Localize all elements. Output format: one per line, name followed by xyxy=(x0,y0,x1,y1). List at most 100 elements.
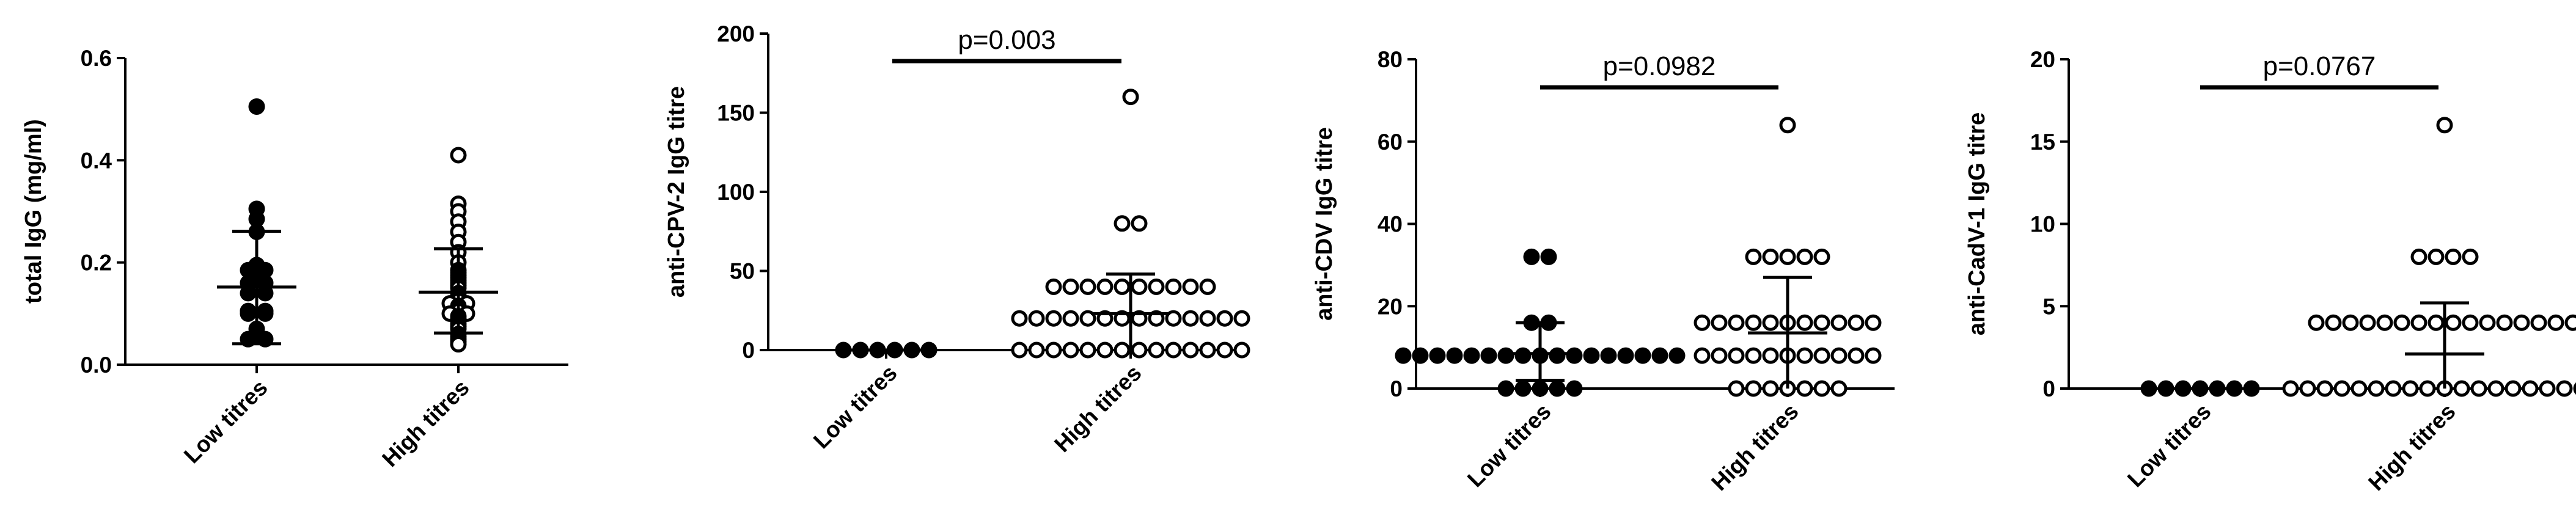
data-point xyxy=(1549,380,1566,397)
data-point xyxy=(1848,347,1865,364)
data-point xyxy=(1079,342,1096,359)
y-tick-label: 150 xyxy=(717,101,755,126)
data-point xyxy=(1233,310,1250,327)
x-tick-label: High titres xyxy=(1706,399,1803,495)
y-tick-label: 200 xyxy=(717,21,755,46)
data-point xyxy=(1165,278,1182,295)
data-point xyxy=(1096,342,1114,359)
data-point xyxy=(1096,278,1114,295)
data-point xyxy=(1813,314,1830,331)
x-tick-label: High titres xyxy=(1049,360,1146,457)
data-point xyxy=(1514,380,1532,397)
data-point xyxy=(2427,248,2445,265)
chart-panel-3: 0 20 40 60 80 anti-CDV IgG titre Low titres Hig… xyxy=(1312,47,1895,495)
x-tick-label: Low titres xyxy=(179,375,273,469)
data-point xyxy=(450,336,467,353)
data-point xyxy=(1728,314,1745,331)
data-point xyxy=(1412,347,1429,364)
data-point xyxy=(1651,347,1668,364)
data-point xyxy=(2427,314,2445,331)
y-tick-label: 0.6 xyxy=(81,46,112,71)
data-point xyxy=(1199,342,1216,359)
data-point xyxy=(248,98,265,115)
data-point xyxy=(2333,380,2350,397)
data-point xyxy=(1830,380,1848,397)
y-tick-label: 60 xyxy=(1378,130,1403,155)
data-point xyxy=(1463,347,1480,364)
data-point xyxy=(2487,380,2504,397)
data-point xyxy=(240,305,257,322)
data-point xyxy=(1182,278,1199,295)
y-tick-label: 50 xyxy=(730,259,755,284)
data-point xyxy=(1830,314,1848,331)
p-value-label: p=0.0982 xyxy=(1603,51,1716,81)
x-tick-label: High titres xyxy=(2363,399,2460,495)
x-tick-label: High titres xyxy=(377,375,474,472)
data-point xyxy=(1848,314,1865,331)
data-point xyxy=(2325,314,2342,331)
data-point xyxy=(1028,310,1045,327)
y-tick-label: 5 xyxy=(2042,294,2055,319)
data-point xyxy=(1762,248,1779,265)
data-point xyxy=(2140,380,2157,397)
y-axis-label: anti-CadV-1 IgG titre xyxy=(1964,112,1990,335)
data-point xyxy=(2436,117,2453,134)
data-point xyxy=(2342,314,2359,331)
data-point xyxy=(1062,310,1079,327)
data-point xyxy=(1745,347,1762,364)
data-point xyxy=(2522,380,2539,397)
data-point xyxy=(2385,380,2402,397)
p-value-label: p=0.003 xyxy=(958,25,1055,55)
y-axis-label: total IgG (mg/ml) xyxy=(21,119,46,304)
data-point xyxy=(1514,347,1532,364)
data-point xyxy=(2470,380,2487,397)
data-point xyxy=(2513,314,2530,331)
data-point xyxy=(2316,380,2333,397)
data-point xyxy=(1114,342,1131,359)
data-point xyxy=(1566,347,1583,364)
data-point xyxy=(1779,117,1796,134)
data-point xyxy=(1830,347,1848,364)
y-tick-label: 80 xyxy=(1378,47,1403,72)
data-point xyxy=(1796,380,1813,397)
data-point xyxy=(2556,380,2573,397)
data-point xyxy=(2564,314,2576,331)
data-point xyxy=(1693,347,1711,364)
p-value-label: p=0.0767 xyxy=(2263,51,2376,81)
data-point xyxy=(2496,314,2513,331)
data-point xyxy=(1549,347,1566,364)
data-point xyxy=(1045,310,1062,327)
data-point xyxy=(1011,310,1028,327)
y-tick-label: 20 xyxy=(2030,47,2055,72)
y-axis-label: anti-CPV-2 IgG titre xyxy=(664,86,689,298)
y-axis-label: anti-CDV IgG titre xyxy=(1312,127,1337,321)
data-point xyxy=(1480,347,1497,364)
data-point xyxy=(2462,314,2479,331)
data-point xyxy=(1796,248,1813,265)
data-point xyxy=(1011,342,1028,359)
x-tick-label: Low titres xyxy=(2123,399,2216,492)
data-point xyxy=(1079,278,1096,295)
data-point xyxy=(1062,278,1079,295)
y-tick-label: 0.4 xyxy=(81,148,112,173)
data-point xyxy=(1131,342,1148,359)
data-point xyxy=(1114,215,1131,232)
data-point xyxy=(2453,380,2470,397)
data-point xyxy=(450,147,467,164)
data-point xyxy=(1028,342,1045,359)
data-point xyxy=(2282,380,2299,397)
data-point xyxy=(1523,248,1540,265)
data-point xyxy=(1617,347,1634,364)
data-point xyxy=(1182,342,1199,359)
data-point xyxy=(2350,380,2368,397)
data-point xyxy=(1693,314,1711,331)
data-point xyxy=(1182,310,1199,327)
y-tick-label: 0.2 xyxy=(81,250,112,276)
data-point xyxy=(2479,314,2496,331)
y-tick-label: 0.0 xyxy=(81,352,112,378)
data-point xyxy=(1216,342,1233,359)
data-point xyxy=(1711,347,1728,364)
data-point xyxy=(1796,347,1813,364)
y-tick-label: 0 xyxy=(2042,376,2055,401)
